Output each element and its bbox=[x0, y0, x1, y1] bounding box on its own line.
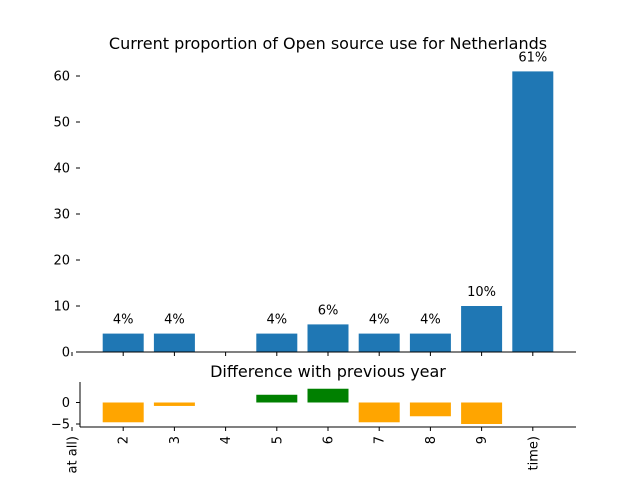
diff-bar-6 bbox=[307, 388, 349, 403]
x-tick-label-3: 4 bbox=[219, 436, 234, 444]
bottom-y-tick-label-0: 0 bbox=[62, 396, 70, 411]
bar-5 bbox=[256, 333, 298, 352]
diff-bar-8 bbox=[409, 402, 451, 417]
x-tick-label-2: 3 bbox=[168, 436, 183, 444]
top-chart-title: Current proportion of Open source use fo… bbox=[109, 34, 547, 53]
bottom-y-tick-label-1: −5 bbox=[51, 418, 70, 433]
diff-bar-9 bbox=[461, 402, 503, 424]
bar-8 bbox=[409, 333, 451, 352]
diff-bar-3 bbox=[153, 402, 195, 406]
bar-7 bbox=[358, 333, 400, 352]
x-tick-labels: at all) 2 3 4 5 6 7 8 9 time) bbox=[66, 436, 542, 473]
top-y-tick-label-60: 60 bbox=[53, 70, 70, 85]
data-label-3: 4% bbox=[164, 313, 185, 328]
x-tick-label-7: 8 bbox=[424, 436, 439, 444]
bottom-chart-marks: 0−5 bbox=[51, 382, 576, 433]
bar-3 bbox=[153, 333, 195, 352]
bar-2 bbox=[102, 333, 144, 352]
data-label-7: 4% bbox=[369, 313, 390, 328]
data-label-time): 61% bbox=[518, 50, 547, 65]
x-tick-label-0: at all) bbox=[66, 436, 81, 473]
x-tick-label-8: 9 bbox=[475, 436, 490, 444]
bar-6 bbox=[307, 324, 349, 352]
diff-bar-2 bbox=[102, 402, 144, 423]
top-chart-marks: 4% 4% 4% 6% 4% 4% 10% 61% 0 10 20 30 40 50 60 bbox=[53, 50, 576, 361]
data-label-5: 4% bbox=[266, 313, 287, 328]
top-y-tick-label-40: 40 bbox=[53, 162, 70, 177]
data-label-2: 4% bbox=[113, 313, 134, 328]
x-tick-label-9: time) bbox=[526, 436, 541, 470]
x-tick-label-6: 7 bbox=[373, 436, 388, 444]
bar-time) bbox=[512, 71, 554, 353]
x-tick-label-4: 5 bbox=[270, 436, 285, 444]
top-y-tick-label-0: 0 bbox=[62, 346, 70, 361]
top-y-tick-label-10: 10 bbox=[53, 300, 70, 315]
top-y-tick-label-30: 30 bbox=[53, 208, 70, 223]
bottom-chart: Difference with previous year 0−5 bbox=[51, 362, 576, 433]
data-label-8: 4% bbox=[420, 313, 441, 328]
diff-bar-5 bbox=[256, 394, 298, 403]
data-label-6: 6% bbox=[318, 303, 339, 318]
top-y-tick-label-50: 50 bbox=[53, 116, 70, 131]
top-y-tick-label-20: 20 bbox=[53, 254, 70, 269]
bar-9 bbox=[461, 306, 503, 352]
x-tick-label-5: 6 bbox=[322, 436, 337, 444]
x-tick-label-1: 2 bbox=[117, 436, 132, 444]
top-chart: Current proportion of Open source use fo… bbox=[53, 34, 576, 361]
diff-bar-7 bbox=[358, 402, 400, 423]
bottom-chart-title: Difference with previous year bbox=[210, 362, 446, 381]
data-label-9: 10% bbox=[467, 285, 496, 300]
